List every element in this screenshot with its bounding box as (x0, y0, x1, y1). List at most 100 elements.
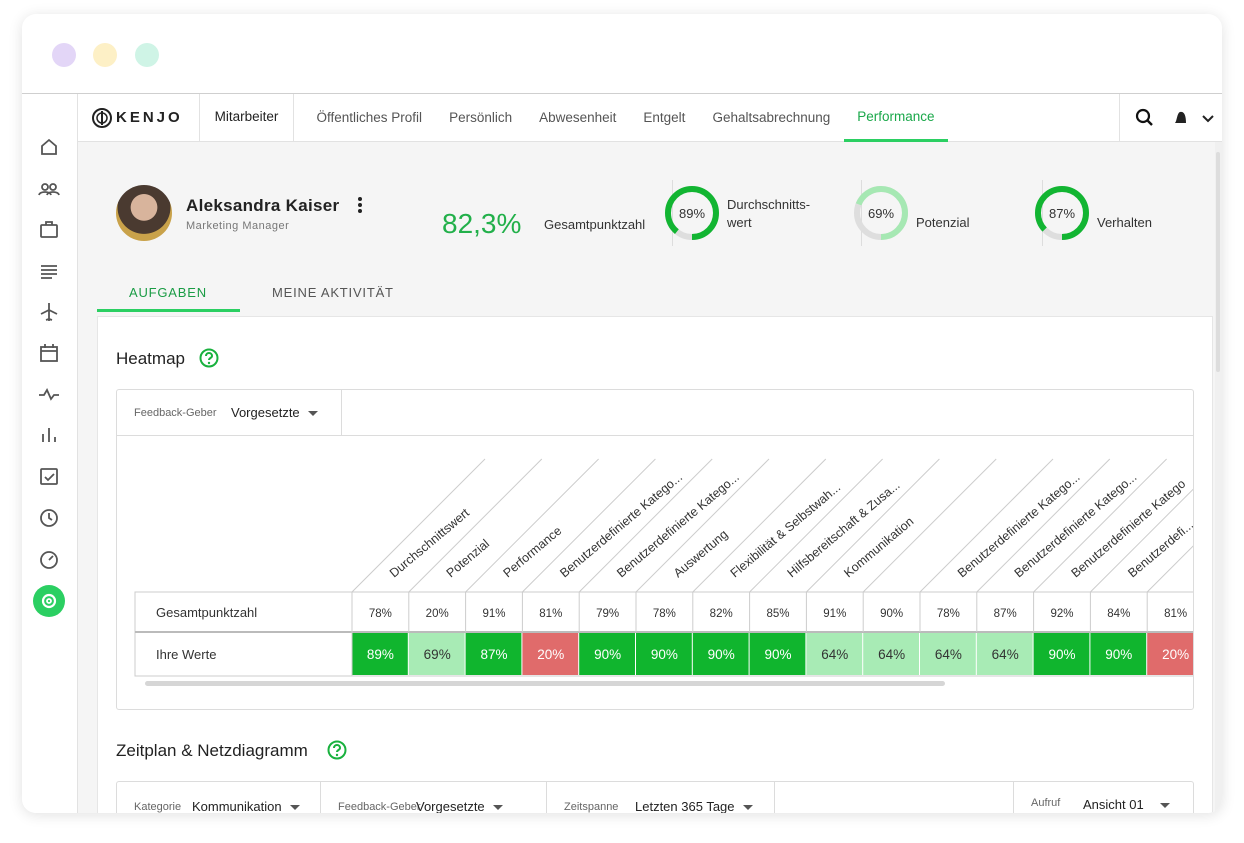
total-score: 82,3% (442, 208, 522, 239)
header-line (578, 458, 713, 593)
dot (52, 43, 76, 67)
column-header: Hilfsbereitschaft & Zusa... (785, 478, 903, 580)
header-line (408, 458, 543, 593)
help-icon[interactable] (198, 347, 220, 369)
ring-label: Verhalten (1097, 215, 1152, 230)
filter-value-text: Ansicht 01 (1083, 797, 1144, 812)
divider (1042, 180, 1043, 246)
column-header: Potenzial (444, 537, 492, 581)
cell-value: 92% (1050, 608, 1073, 620)
logo-mark (92, 108, 112, 128)
ring-value: 89% (679, 206, 705, 221)
row-label: Gesamtpunktzahl (156, 605, 257, 620)
scrollbar (1215, 142, 1222, 813)
filter-value-text: Kommunikation (192, 799, 282, 813)
header-line (806, 458, 940, 593)
heat-cell (579, 633, 635, 675)
nav-tab[interactable]: Persönlich (449, 110, 513, 125)
tabs: Öffentliches Profil Persönlich Abwesenheit… (303, 94, 949, 142)
sub-tab[interactable]: AUFGABEN (97, 277, 240, 312)
cell-value: 90% (594, 647, 621, 662)
cell-value: 64% (935, 647, 962, 662)
heat-cell (465, 633, 522, 675)
header-line (749, 458, 883, 593)
timeline-filters: Kategorie Kommunikation Feedback-Geber Vorg… (116, 781, 1194, 813)
header-line (919, 458, 1054, 593)
sidebar-icons (33, 138, 65, 617)
filter-label: Feedback-Geber (134, 407, 217, 419)
heat-cell (692, 633, 749, 675)
cell-value: 79% (596, 608, 619, 620)
nav-tab[interactable]: Öffentliches Profil (316, 110, 423, 125)
filter-value-text: Vorgesetzte (416, 799, 485, 813)
filter-row: Feedback-Geber Vorgesetzte (117, 390, 1193, 436)
card: Heatmap Feedback-Geber Vorgesetzte Durch… (97, 316, 1213, 813)
nav-tab[interactable]: Performance (843, 94, 949, 142)
ring: 89% (665, 186, 719, 240)
ring-label: Potenzial (916, 215, 970, 230)
ring-label: Durchschnitts-wert (727, 197, 811, 230)
filter-value: Ansicht 01 (1083, 797, 1170, 812)
cell-value: 91% (823, 608, 846, 620)
ring: 87% (1035, 186, 1089, 240)
cell-value: 91% (482, 608, 505, 620)
cell-value: 90% (651, 647, 678, 662)
filter[interactable]: Zeitspanne Letzten 365 Tage (547, 782, 775, 813)
header-line (692, 458, 827, 593)
nav-tab[interactable]: Entgelt (643, 110, 686, 125)
employee-role: Marketing Manager (186, 220, 290, 232)
cell-value: 64% (821, 647, 848, 662)
heat-cell (920, 633, 976, 675)
header-line (1033, 458, 1167, 593)
filter-label: Kategorie (134, 801, 182, 813)
filter[interactable]: Feedback-Geber Vorgesetzte (321, 782, 547, 813)
heat-cell (1147, 633, 1193, 675)
caret (289, 805, 300, 811)
header-line (862, 458, 997, 593)
cell-value: 84% (1107, 608, 1130, 620)
filter[interactable]: Kategorie Kommunikation (117, 782, 321, 813)
cell-value: 69% (424, 647, 451, 662)
filter[interactable]: Feedback-Geber Vorgesetzte (117, 390, 342, 435)
nav-tab[interactable]: Gehaltsabrechnung (712, 110, 831, 125)
header-line (1146, 545, 1193, 593)
section[interactable]: Mitarbeiter (199, 94, 294, 141)
employee-name: Aleksandra Kaiser (186, 196, 340, 215)
cell-value: 85% (766, 608, 789, 620)
cell-value: 90% (708, 647, 735, 662)
nav-icons[interactable] (1128, 106, 1218, 130)
header-line (465, 458, 599, 593)
heat-cell (352, 633, 408, 675)
nav-tab[interactable]: Abwesenheit (539, 110, 617, 125)
header-line (522, 458, 656, 593)
window: KENJO Mitarbeiter Öffentliches Profil Per… (22, 14, 1222, 813)
brand: KENJO (116, 109, 183, 126)
content: Aleksandra Kaiser Marketing Manager 82,3… (78, 142, 1215, 813)
cell-value: 20% (537, 647, 564, 662)
cell-value: 20% (426, 608, 449, 620)
cell-value: 87% (994, 608, 1017, 620)
filter-label: Zeitspanne (564, 801, 619, 813)
help-icon[interactable] (326, 739, 348, 761)
sidebar (22, 94, 78, 813)
heat-cell (522, 633, 579, 675)
cell-value: 81% (1164, 608, 1187, 620)
filter-value: Vorgesetzte (231, 405, 318, 420)
ring-value: 69% (868, 206, 894, 221)
dot (93, 43, 117, 67)
heat-cell (408, 633, 465, 675)
filter-value-text: Letzten 365 Tage (635, 799, 735, 813)
dot (135, 43, 159, 67)
heat-cell (636, 633, 692, 675)
avatar (116, 185, 172, 241)
section-title: Heatmap (116, 349, 185, 368)
caret (492, 805, 503, 811)
column-header: Flexibilität & Selbstwah... (728, 480, 843, 580)
heat-cell (976, 633, 1033, 675)
filter[interactable]: Aufrufe Ansicht 01 (1013, 782, 1193, 813)
sub-tab[interactable]: MEINE AKTIVITÄT (272, 285, 394, 300)
kebab-menu[interactable] (356, 196, 364, 214)
column-header: Performance (501, 524, 565, 581)
divider (22, 93, 1222, 94)
